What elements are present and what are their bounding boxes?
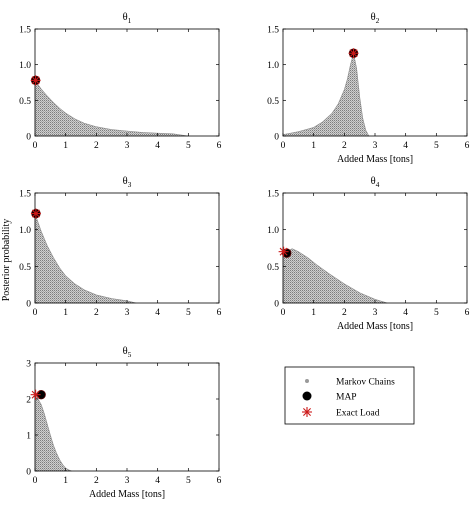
x-tick-label: 1	[311, 141, 316, 151]
subplot-4: 0 1 2 3 4 5 6 0 0.5 1.0 1.5 θ4 Added Mass [tons]	[267, 176, 470, 332]
x-tick-label: 5	[186, 141, 191, 151]
x-tick-label: 6	[217, 476, 222, 486]
markov-chain-samples	[282, 53, 370, 137]
x-tick-label: 3	[373, 308, 378, 318]
y-tick-label: 0	[274, 300, 279, 310]
y-tick-label: 1.5	[19, 26, 31, 36]
x-tick-label: 1	[63, 476, 68, 486]
legend-markov-label: Markov Chains	[336, 378, 395, 388]
x-tick-label: 0	[281, 308, 286, 318]
plot-area	[283, 29, 467, 136]
y-tick-label: 0	[274, 133, 279, 143]
x-tick-label: 4	[155, 476, 160, 486]
y-tick-label: 0.5	[267, 263, 279, 273]
exact-load-marker	[348, 48, 359, 59]
x-tick-label: 2	[94, 476, 99, 486]
x-tick-label: 4	[155, 141, 160, 151]
subplot-5: 0 1 2 3 4 5 6 0 1 2 3 θ5 Added Mass [tons]	[26, 346, 221, 500]
legend-exact-load-marker	[302, 407, 312, 417]
subplot-title: θ2	[371, 12, 380, 25]
x-tick-label: 4	[403, 141, 408, 151]
x-tick-label: 1	[311, 308, 316, 318]
y-tick-label: 1.5	[267, 190, 279, 200]
y-tick-label: 3	[26, 360, 31, 370]
x-tick-label: 0	[33, 476, 38, 486]
x-tick-label: 6	[465, 308, 470, 318]
exact-load-stroke	[31, 390, 40, 399]
exact-load-marker	[30, 208, 41, 219]
x-tick-label: 0	[33, 141, 38, 151]
y-tick-label: 0	[26, 133, 31, 143]
exact-load-marker	[30, 389, 41, 400]
x-tick-label: 2	[342, 141, 347, 151]
subplot-title: θ1	[123, 12, 132, 25]
x-tick-label: 3	[125, 141, 130, 151]
x-tick-label: 2	[342, 308, 347, 318]
plot-area	[35, 363, 219, 471]
y-tick-label: 0.5	[267, 97, 279, 107]
x-tick-label: 3	[373, 141, 378, 151]
y-axis-label: Posterior probability	[1, 219, 12, 302]
y-tick-label: 1.0	[19, 226, 31, 236]
y-tick-label: 2	[26, 396, 31, 406]
y-tick-label: 0	[26, 300, 31, 310]
subplot-title: θ3	[123, 176, 132, 189]
markov-chain-samples	[34, 79, 189, 137]
markov-chain-samples	[34, 213, 137, 304]
x-axis-label: Added Mass [tons]	[89, 489, 165, 500]
legend-map-marker	[302, 391, 312, 401]
x-tick-label: 4	[155, 308, 160, 318]
y-tick-label: 0.5	[19, 263, 31, 273]
x-tick-label: 5	[186, 308, 191, 318]
subplot-2: 0 1 2 3 4 5 6 0 0.5 1.0 1.5 θ2 Added Mass [tons]	[267, 12, 470, 165]
legend-markov-marker	[305, 379, 309, 383]
x-tick-label: 5	[434, 308, 439, 318]
x-tick-label: 5	[186, 476, 191, 486]
x-tick-label: 6	[465, 141, 470, 151]
x-tick-label: 2	[94, 308, 99, 318]
x-tick-label: 0	[281, 141, 286, 151]
x-axis-label: Added Mass [tons]	[337, 321, 413, 332]
legend-map-label: MAP	[336, 393, 357, 403]
x-tick-label: 6	[217, 308, 222, 318]
subplot-title: θ4	[371, 176, 380, 189]
legend: Markov Chains MAP Exact Load	[284, 366, 415, 425]
x-tick-label: 4	[403, 308, 408, 318]
x-tick-label: 3	[125, 476, 130, 486]
y-tick-label: 1.0	[267, 61, 279, 71]
exact-load-marker	[278, 246, 289, 257]
legend-exact-load-label: Exact Load	[336, 409, 380, 419]
subplots: 0 1 2 3 4 5 6 0 0.5 1.0 1.5 θ1 0 1 2 3 4 5 6 0 0.5 1.0 1.5 θ2 Ad…	[19, 12, 470, 500]
x-tick-label: 3	[125, 308, 130, 318]
x-tick-label: 1	[63, 308, 68, 318]
subplot-1: 0 1 2 3 4 5 6 0 0.5 1.0 1.5 θ1	[19, 12, 222, 151]
exact-load-stroke	[279, 247, 288, 256]
exact-load-stroke	[31, 76, 40, 85]
x-axis-label: Added Mass [tons]	[337, 154, 413, 165]
y-tick-label: 1.0	[267, 226, 279, 236]
y-tick-label: 0.5	[19, 97, 31, 107]
y-tick-label: 1.5	[19, 190, 31, 200]
exact-load-stroke	[31, 209, 40, 218]
y-tick-label: 1.0	[19, 61, 31, 71]
subplot-3: 0 1 2 3 4 5 6 0 0.5 1.0 1.5 θ3	[19, 176, 222, 318]
x-tick-label: 1	[63, 141, 68, 151]
y-tick-label: 1.5	[267, 26, 279, 36]
x-tick-label: 2	[94, 141, 99, 151]
x-tick-label: 0	[33, 308, 38, 318]
exact-load-stroke	[349, 49, 358, 58]
subplot-title: θ5	[123, 346, 132, 359]
exact-load-marker	[30, 75, 41, 86]
x-tick-label: 5	[434, 141, 439, 151]
y-tick-label: 0	[26, 468, 31, 478]
y-tick-label: 1	[26, 432, 31, 442]
markov-chain-samples	[34, 394, 72, 472]
x-tick-label: 6	[217, 141, 222, 151]
